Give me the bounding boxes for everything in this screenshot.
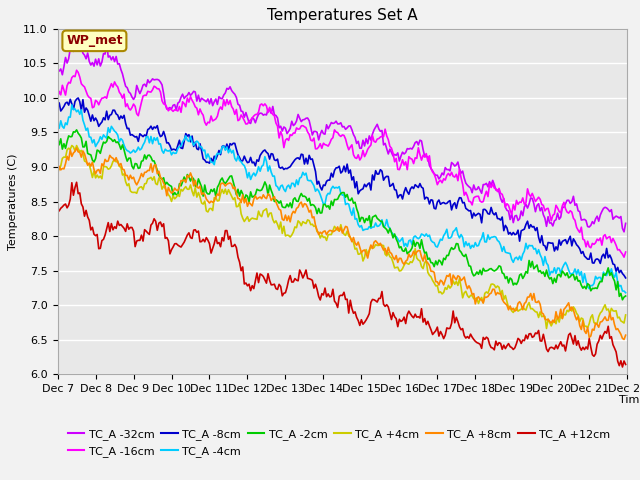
- TC_A -32cm: [73, 39, 81, 45]
- TC_A +4cm: [125, 181, 132, 187]
- TC_A -8cm: [253, 157, 261, 163]
- TC_A -2cm: [253, 186, 261, 192]
- TC_A -32cm: [125, 89, 132, 95]
- TC_A +12cm: [253, 270, 261, 276]
- TC_A +12cm: [244, 283, 252, 288]
- TC_A -8cm: [225, 147, 232, 153]
- X-axis label: Time: Time: [620, 395, 640, 405]
- TC_A +8cm: [125, 177, 132, 183]
- Line: TC_A -8cm: TC_A -8cm: [58, 98, 626, 278]
- TC_A +4cm: [304, 217, 312, 223]
- TC_A +8cm: [620, 336, 628, 342]
- TC_A +12cm: [225, 237, 232, 242]
- TC_A -8cm: [74, 95, 82, 101]
- TC_A -2cm: [622, 293, 630, 299]
- TC_A -4cm: [68, 102, 76, 108]
- TC_A -16cm: [73, 67, 81, 73]
- TC_A -4cm: [125, 148, 132, 154]
- TC_A +8cm: [73, 145, 81, 151]
- TC_A +8cm: [54, 172, 61, 178]
- TC_A +12cm: [73, 180, 81, 185]
- TC_A -16cm: [54, 95, 61, 101]
- TC_A -2cm: [244, 193, 252, 199]
- TC_A -2cm: [304, 198, 312, 204]
- TC_A -8cm: [244, 160, 252, 166]
- TC_A -32cm: [54, 68, 61, 74]
- TC_A -32cm: [253, 115, 261, 121]
- TC_A +12cm: [125, 226, 132, 232]
- TC_A +8cm: [225, 180, 232, 186]
- TC_A +8cm: [304, 204, 312, 210]
- TC_A +8cm: [244, 204, 252, 209]
- Line: TC_A -32cm: TC_A -32cm: [58, 42, 626, 232]
- Title: Temperatures Set A: Temperatures Set A: [267, 9, 418, 24]
- TC_A -16cm: [620, 254, 628, 260]
- TC_A +4cm: [253, 216, 261, 222]
- TC_A -2cm: [619, 297, 627, 303]
- TC_A -4cm: [253, 169, 261, 175]
- Line: TC_A -16cm: TC_A -16cm: [58, 70, 626, 257]
- TC_A -4cm: [622, 290, 630, 296]
- TC_A +12cm: [622, 361, 630, 367]
- TC_A -2cm: [73, 127, 81, 133]
- Line: TC_A +8cm: TC_A +8cm: [58, 148, 626, 339]
- TC_A -16cm: [304, 129, 312, 135]
- TC_A -4cm: [592, 274, 600, 279]
- TC_A -32cm: [592, 216, 600, 222]
- TC_A +8cm: [622, 332, 630, 338]
- TC_A -2cm: [225, 176, 232, 181]
- TC_A -16cm: [622, 249, 630, 255]
- TC_A -16cm: [244, 121, 252, 127]
- Line: TC_A -4cm: TC_A -4cm: [58, 105, 626, 293]
- TC_A -32cm: [620, 229, 628, 235]
- TC_A -2cm: [125, 156, 132, 161]
- TC_A -16cm: [592, 240, 600, 246]
- TC_A -2cm: [592, 285, 600, 291]
- TC_A -2cm: [54, 135, 61, 141]
- TC_A +12cm: [54, 209, 61, 215]
- TC_A -16cm: [125, 106, 132, 111]
- TC_A -8cm: [125, 125, 132, 131]
- Legend: TC_A -32cm, TC_A -16cm, TC_A -8cm, TC_A -4cm, TC_A -2cm, TC_A +4cm, TC_A +8cm, T: TC_A -32cm, TC_A -16cm, TC_A -8cm, TC_A …: [63, 425, 614, 461]
- TC_A -8cm: [54, 101, 61, 107]
- TC_A +12cm: [304, 276, 312, 281]
- Text: WP_met: WP_met: [66, 35, 123, 48]
- TC_A +12cm: [619, 364, 627, 370]
- TC_A -32cm: [225, 86, 232, 92]
- TC_A -32cm: [622, 220, 630, 226]
- TC_A +12cm: [592, 351, 600, 357]
- TC_A +4cm: [225, 187, 232, 192]
- Line: TC_A -2cm: TC_A -2cm: [58, 130, 626, 300]
- TC_A -8cm: [622, 275, 630, 281]
- Y-axis label: Temperatures (C): Temperatures (C): [8, 153, 18, 250]
- TC_A +4cm: [622, 312, 630, 318]
- Line: TC_A +4cm: TC_A +4cm: [58, 145, 626, 328]
- TC_A +4cm: [68, 143, 76, 148]
- TC_A -16cm: [253, 111, 261, 117]
- TC_A -4cm: [54, 121, 61, 127]
- TC_A -8cm: [304, 161, 312, 167]
- TC_A +4cm: [54, 161, 61, 167]
- TC_A +4cm: [543, 325, 550, 331]
- TC_A -4cm: [225, 150, 232, 156]
- TC_A +4cm: [593, 321, 601, 326]
- TC_A +8cm: [592, 320, 600, 326]
- TC_A +8cm: [253, 196, 261, 202]
- TC_A +4cm: [244, 214, 252, 219]
- TC_A -4cm: [304, 177, 312, 183]
- TC_A -32cm: [244, 115, 252, 120]
- TC_A -32cm: [304, 115, 312, 121]
- Line: TC_A +12cm: TC_A +12cm: [58, 182, 626, 367]
- TC_A -8cm: [592, 257, 600, 263]
- TC_A -4cm: [244, 175, 252, 180]
- TC_A -16cm: [225, 102, 232, 108]
